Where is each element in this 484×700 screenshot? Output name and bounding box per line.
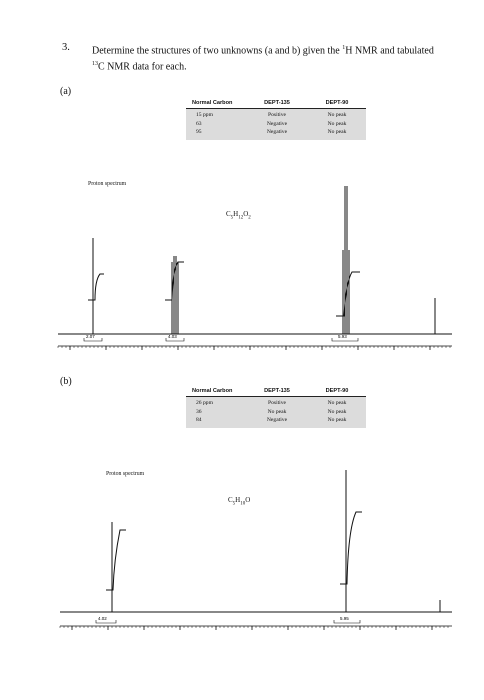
integral-curve-2 — [165, 261, 184, 301]
integration-value-2: 4.03 — [168, 334, 177, 339]
header-dept-135: DEPT-135 — [264, 100, 290, 106]
cell: No peak — [327, 112, 347, 118]
integral-curve-1 — [88, 273, 104, 301]
cell: 26 ppm — [196, 400, 213, 406]
table-header: Normal Carbon DEPT-135 DEPT-90 — [186, 98, 366, 109]
table-row: 95 Negative No peak — [186, 128, 366, 137]
part-b-c13-table: Normal Carbon DEPT-135 DEPT-90 26 ppm Po… — [186, 386, 366, 428]
question-text-part3: C NMR data for each. — [98, 61, 187, 73]
integration-value-1: 4.02 — [98, 616, 107, 621]
ppm-axis-ticks — [59, 626, 449, 630]
formula-c: C — [228, 496, 233, 504]
table-row: 15 ppm Positive No peak — [186, 111, 366, 120]
table-row: 63 Negative No peak — [186, 120, 366, 129]
formula-o: O — [243, 210, 249, 218]
formula-h-sub: 10 — [240, 501, 246, 507]
header-dept-90: DEPT-90 — [325, 388, 349, 394]
part-b-spectrum-label: Proton spectrum — [106, 471, 145, 477]
c-superscript: 13 — [92, 60, 98, 67]
part-b-label: (b) — [60, 376, 72, 387]
header-normal-carbon: Normal Carbon — [192, 100, 233, 106]
table-header: Normal Carbon DEPT-135 DEPT-90 — [186, 386, 366, 397]
integration-bracket-1 — [95, 620, 117, 624]
h-superscript: 1 — [342, 45, 346, 51]
table-body: 26 ppm Positive No peak 36 No peak No pe… — [186, 397, 366, 428]
ppm-axis-ticks — [57, 346, 451, 350]
cell: Negative — [266, 417, 288, 423]
part-a-c13-table: Normal Carbon DEPT-135 DEPT-90 15 ppm Po… — [186, 98, 366, 140]
cell: No peak — [327, 129, 347, 135]
integration-value-3: 5.93 — [338, 334, 347, 339]
formula-o-sub: 2 — [248, 215, 251, 221]
integral-curve-2 — [340, 511, 362, 585]
part-a-label: (a) — [60, 86, 72, 97]
formula-c-sub: 5 — [232, 501, 236, 507]
part-b-formula: C5H10O — [228, 496, 250, 506]
question-number: 3. — [62, 42, 70, 53]
integral-curve-1 — [106, 529, 126, 591]
question-text-part2: H NMR and tabulated — [345, 45, 434, 57]
table-row: 26 ppm Positive No peak — [186, 399, 366, 408]
cell: Negative — [266, 129, 288, 135]
cell: 36 — [196, 408, 202, 415]
formula-c: C — [226, 210, 231, 218]
cell: 15 ppm — [196, 112, 213, 118]
part-a-spectrum-label: Proton spectrum — [88, 181, 127, 187]
formula-o: O — [245, 496, 251, 504]
question-text: Determine the structures of two unknowns… — [92, 42, 442, 74]
header-dept-90: DEPT-90 — [325, 100, 349, 106]
header-dept-135: DEPT-135 — [264, 388, 290, 394]
table-body: 15 ppm Positive No peak 63 Negative No p… — [186, 109, 366, 140]
cell: 63 — [196, 120, 202, 127]
integration-bracket-2 — [165, 338, 185, 342]
cell: No peak — [267, 408, 287, 415]
integration-value-2: 5.95 — [340, 616, 349, 621]
integration-bracket-3 — [331, 338, 359, 342]
integration-value-1: 2.07 — [86, 334, 95, 339]
table-row: 36 No peak No peak — [186, 408, 366, 417]
cell: No peak — [327, 417, 347, 423]
table-row: 84 Negative No peak — [186, 416, 366, 425]
cell: 95 — [196, 129, 202, 135]
peak-3-cluster — [342, 186, 350, 334]
formula-h-sub: 12 — [238, 215, 244, 221]
formula-h: H — [235, 496, 241, 504]
part-a-formula: C5H12O2 — [226, 210, 251, 220]
cell: Negative — [266, 120, 288, 127]
integral-curve-3 — [336, 271, 360, 317]
cell: 84 — [196, 417, 202, 423]
integration-bracket-2 — [333, 620, 361, 624]
integration-bracket-1 — [83, 338, 103, 342]
cell: Positive — [267, 400, 287, 406]
formula-h: H — [233, 210, 239, 218]
formula-c-sub: 5 — [230, 215, 234, 221]
cell: No peak — [327, 120, 347, 127]
cell: Positive — [267, 112, 287, 118]
question-text-part1: Determine the structures of two unknowns… — [92, 45, 343, 57]
peak-2-cluster — [171, 256, 179, 334]
cell: No peak — [327, 400, 347, 406]
cell: No peak — [327, 408, 347, 415]
header-normal-carbon: Normal Carbon — [192, 388, 233, 394]
